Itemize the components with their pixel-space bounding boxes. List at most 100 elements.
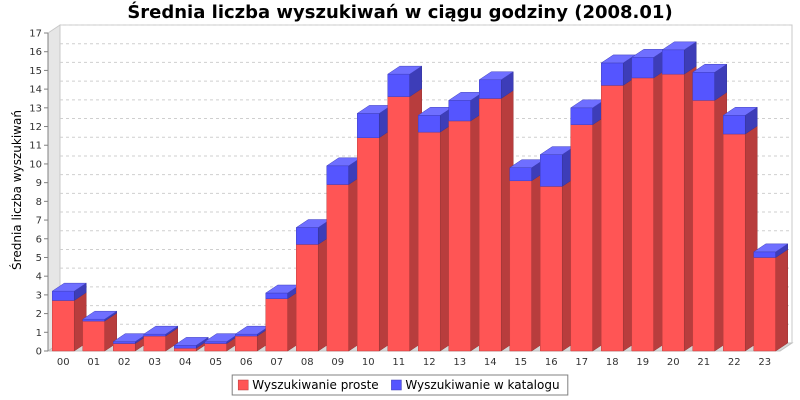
bar-front <box>174 345 197 349</box>
bar-10-series-1 <box>356 104 393 139</box>
bar-top <box>142 325 179 335</box>
bar-23-series-0 <box>752 249 789 352</box>
y-tick-label: 4 <box>36 272 42 283</box>
bar-front <box>448 120 471 352</box>
bar-top <box>173 337 210 346</box>
bar-front <box>113 341 136 344</box>
bar-14-series-1 <box>478 71 515 99</box>
bar-21-series-1 <box>691 63 728 101</box>
bar-top <box>661 41 698 51</box>
bar-07-series-0 <box>264 290 301 352</box>
x-tick-label: 17 <box>575 357 588 368</box>
y-tick-label: 17 <box>29 29 42 40</box>
bar-top <box>478 71 515 81</box>
y-tick-label: 13 <box>29 103 42 114</box>
x-tick-label: 01 <box>87 357 100 368</box>
bar-front <box>509 180 532 352</box>
bar-front <box>296 244 319 352</box>
bar-top <box>691 64 728 73</box>
bar-08-series-0 <box>295 235 332 352</box>
bar-10-series-0 <box>356 129 393 352</box>
y-tick-label: 16 <box>29 47 42 58</box>
bar-front <box>662 49 685 75</box>
legend-entry: Wyszukiwanie w katalogu <box>405 378 559 392</box>
y-tick-label: 15 <box>29 66 42 77</box>
x-tick-label: 14 <box>484 357 497 368</box>
bar-front <box>326 165 349 185</box>
bar-19-series-1 <box>630 48 667 79</box>
bar-23-series-1 <box>752 243 789 258</box>
bar-front <box>265 292 288 299</box>
x-tick-label: 00 <box>57 357 70 368</box>
y-tick-label: 11 <box>29 141 42 152</box>
y-tick-label: 7 <box>36 216 42 227</box>
bar-front <box>662 73 685 352</box>
bar-22-series-1 <box>722 106 759 135</box>
bar-front <box>387 96 410 352</box>
bar-16-series-1 <box>539 146 576 187</box>
bar-00-series-0 <box>51 292 88 352</box>
x-tick-label: 10 <box>362 357 375 368</box>
bar-front <box>357 113 380 139</box>
bar-front <box>235 335 258 352</box>
bar-front <box>753 257 776 352</box>
bar-front <box>143 333 166 337</box>
y-tick-label: 14 <box>29 85 42 96</box>
bar-top <box>752 243 789 253</box>
bar-front <box>418 131 441 352</box>
legend-swatch <box>391 379 402 391</box>
bar-11-series-0 <box>386 88 423 352</box>
y-tick-label: 3 <box>36 290 42 301</box>
bar-19-series-0 <box>630 69 667 352</box>
x-tick-label: 22 <box>728 357 741 368</box>
bar-front <box>509 167 532 182</box>
bar-front <box>113 343 136 352</box>
x-tick-label: 05 <box>209 357 222 368</box>
bar-04-series-1 <box>173 336 210 349</box>
bar-21-series-0 <box>691 91 728 352</box>
legend-swatch <box>237 379 249 391</box>
bar-front <box>296 227 319 245</box>
bar-front <box>143 335 166 352</box>
bar-top <box>386 65 423 75</box>
bar-front <box>631 77 654 352</box>
bar-front <box>357 137 380 352</box>
bar-side <box>775 249 788 352</box>
y-tick-label: 6 <box>36 234 42 245</box>
bar-16-series-0 <box>539 177 576 352</box>
bar-front <box>723 133 746 352</box>
bar-front <box>418 115 441 133</box>
bar-11-series-1 <box>386 65 423 98</box>
bar-front <box>204 341 227 344</box>
bar-front <box>82 320 105 352</box>
chart-title: Średnia liczba wyszukiwań w ciągu godzin… <box>127 1 672 23</box>
bar-22-series-0 <box>722 125 759 352</box>
bar-12-series-0 <box>417 123 454 352</box>
y-axis-label: Średnia liczba wyszukiwań <box>9 110 24 270</box>
bar-front <box>204 343 227 352</box>
bar-01-series-1 <box>81 310 118 322</box>
bar-front <box>692 72 715 101</box>
x-tick-label: 04 <box>179 357 192 368</box>
bar-20-series-0 <box>661 65 698 352</box>
bar-front <box>570 124 593 352</box>
y-tick-label: 8 <box>36 197 42 208</box>
bar-18-series-1 <box>600 54 637 86</box>
bar-front <box>540 154 563 187</box>
bar-top <box>81 310 118 320</box>
bar-03-series-1 <box>142 325 179 337</box>
bar-front <box>174 347 197 352</box>
bar-front <box>723 115 746 135</box>
bar-front <box>540 186 563 352</box>
bar-18-series-0 <box>600 76 637 352</box>
x-tick-label: 21 <box>697 357 710 368</box>
legend: Wyszukiwanie proste Wyszukiwanie w katalo… <box>231 374 569 396</box>
y-tick-label: 9 <box>36 178 42 189</box>
bar-front <box>52 290 75 301</box>
bar-front <box>570 107 593 125</box>
x-tick-label: 16 <box>545 357 558 368</box>
x-tick-label: 19 <box>636 357 649 368</box>
bar-13-series-0 <box>447 112 484 352</box>
